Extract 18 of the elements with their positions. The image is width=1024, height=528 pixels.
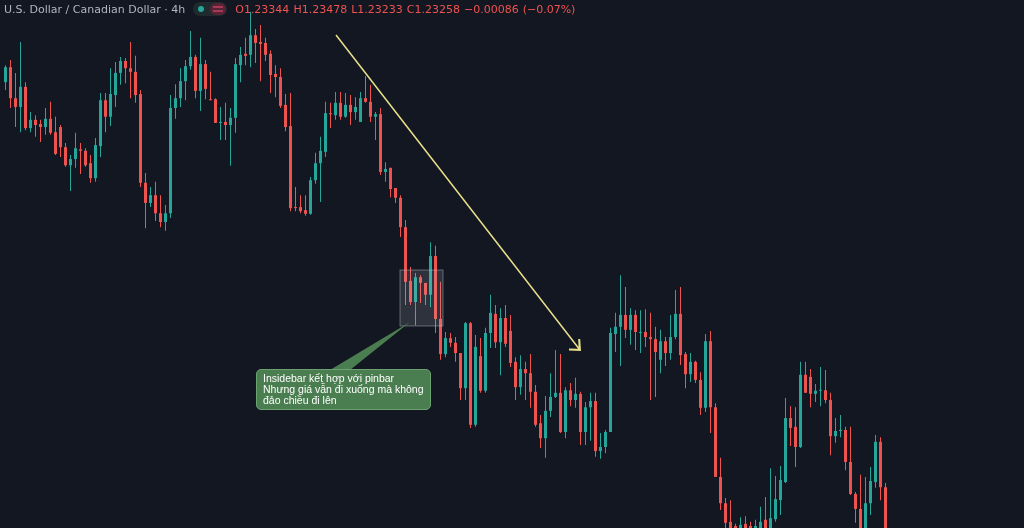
candlestick (819, 367, 822, 407)
candlestick (259, 24, 262, 82)
annotation: Insidebar kết hợp với pinbar Nhưng giá vẫn đi xuống mà không đảo chiều đi lên (256, 369, 431, 410)
candlestick (219, 106, 222, 140)
candlestick (274, 65, 277, 98)
candlestick (224, 102, 227, 140)
candlestick (294, 186, 297, 212)
candlestick (554, 349, 557, 398)
candlestick (649, 312, 652, 401)
chart-title: U.S. Dollar / Canadian Dollar · 4h (4, 2, 186, 16)
candlestick (639, 310, 642, 354)
candlestick (839, 415, 842, 438)
candlestick (244, 37, 247, 66)
candlestick (329, 102, 332, 129)
candlestick (209, 71, 212, 101)
chart-subtitle: O1.23344 H1.23478 L1.23233 C1.23258 −0.00086 (−0.07%) (235, 2, 576, 16)
candlestick (129, 41, 132, 99)
candlestick (79, 143, 82, 175)
